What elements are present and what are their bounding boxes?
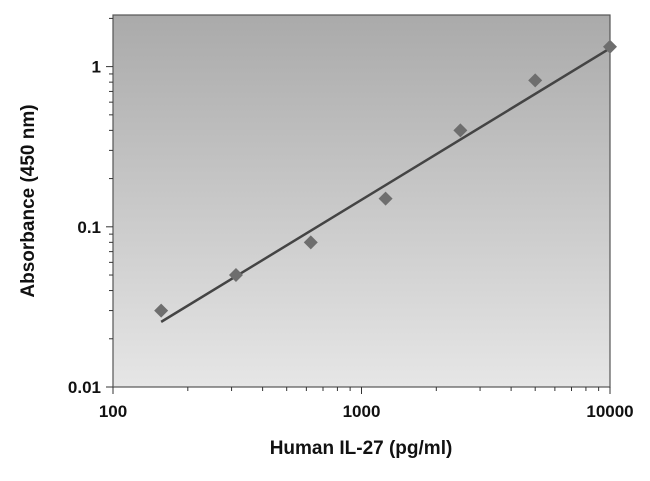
data-point — [528, 73, 543, 88]
x-tick-label: 1000 — [343, 402, 381, 421]
x-axis-label: Human IL-27 (pg/ml) — [270, 438, 453, 459]
data-point — [154, 303, 169, 318]
y-axis-label: Absorbance (450 nm) — [18, 104, 39, 297]
data-point — [378, 191, 393, 206]
data-point — [603, 39, 617, 54]
y-tick-label: 0.1 — [77, 218, 101, 237]
data-point — [453, 123, 468, 138]
x-tick-label: 100 — [99, 402, 127, 421]
data-point — [303, 235, 318, 250]
x-tick-label: 10000 — [586, 402, 633, 421]
y-tick-label: 1 — [92, 58, 101, 77]
data-point — [228, 268, 243, 283]
y-tick-label: 0.01 — [68, 378, 101, 397]
